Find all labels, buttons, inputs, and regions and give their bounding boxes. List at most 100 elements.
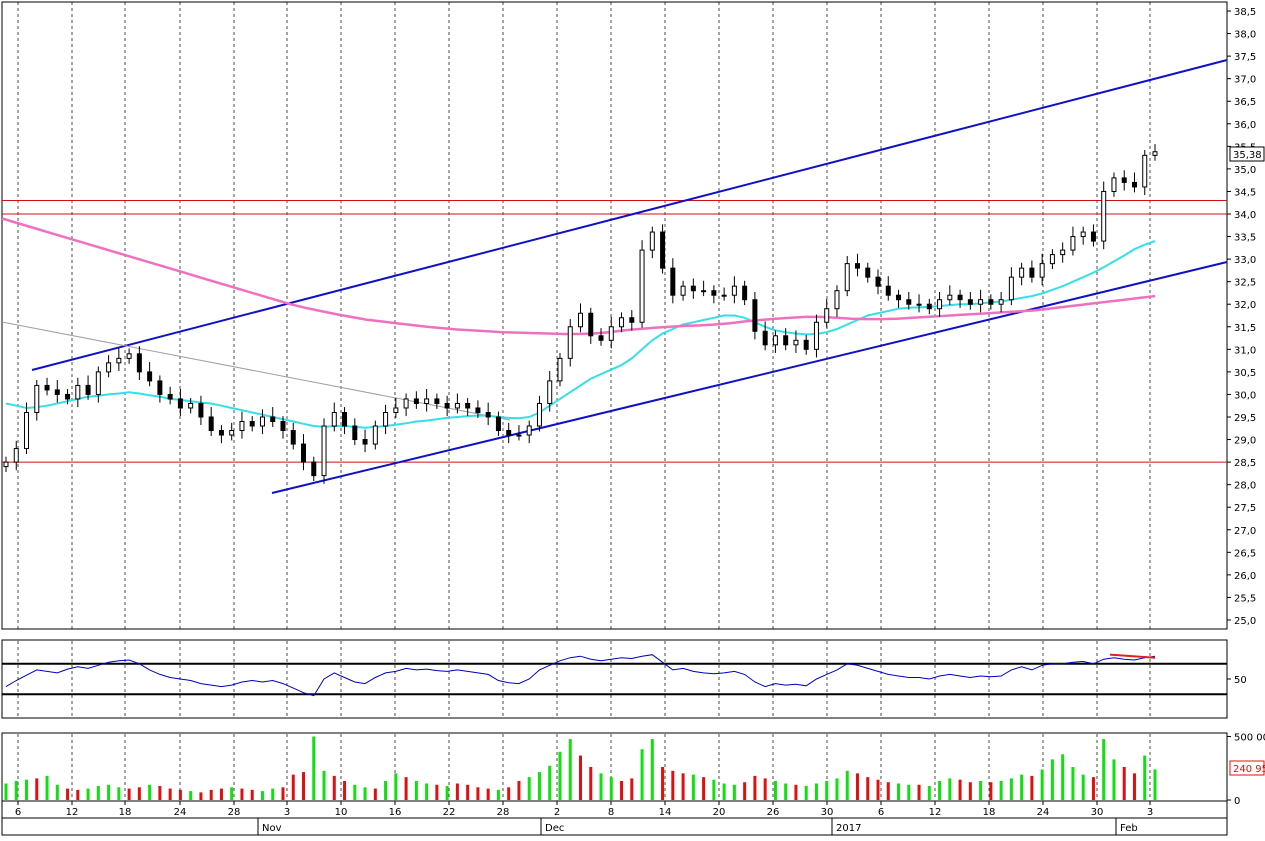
candle-body bbox=[271, 417, 275, 422]
volume-bar bbox=[46, 776, 49, 800]
candle-body bbox=[281, 422, 285, 431]
candle-body bbox=[291, 431, 295, 445]
volume-bar bbox=[138, 787, 141, 800]
volume-bar bbox=[343, 781, 346, 800]
volume-bar bbox=[128, 789, 131, 800]
day-tick-label: 18 bbox=[119, 807, 132, 818]
candle-body bbox=[117, 358, 121, 363]
candle-body bbox=[527, 426, 531, 435]
volume-bar bbox=[261, 791, 264, 800]
candle-body bbox=[425, 399, 429, 404]
candle-body bbox=[240, 422, 244, 431]
price-tick-label: 28,0 bbox=[1234, 481, 1256, 492]
volume-bar bbox=[1154, 769, 1157, 800]
day-tick-label: 12 bbox=[929, 807, 942, 818]
price-tick-label: 26,0 bbox=[1234, 571, 1256, 582]
volume-panel: 500 000 bbox=[5, 733, 1265, 807]
price-tick-label: 31,5 bbox=[1234, 323, 1256, 334]
volume-bar bbox=[107, 785, 110, 800]
channel-lower-line bbox=[272, 262, 1227, 493]
volume-bar bbox=[835, 778, 838, 800]
candle-body bbox=[958, 295, 962, 300]
month-label: Feb bbox=[1120, 823, 1138, 834]
volume-bar bbox=[692, 775, 695, 800]
candle-body bbox=[25, 412, 29, 448]
day-tick-label: 20 bbox=[713, 807, 726, 818]
channel-upper-line bbox=[32, 60, 1227, 370]
candle-body bbox=[753, 300, 757, 332]
volume-bar bbox=[682, 773, 685, 800]
candle-body bbox=[650, 232, 654, 250]
candle-body bbox=[589, 313, 593, 336]
price-tick-label: 30,0 bbox=[1234, 390, 1256, 401]
volume-bar bbox=[856, 773, 859, 800]
volume-bar bbox=[846, 771, 849, 800]
volume-bar bbox=[466, 785, 469, 800]
volume-bar bbox=[1020, 775, 1023, 800]
candle-body bbox=[230, 431, 234, 436]
candle-body bbox=[1050, 255, 1054, 264]
volume-bar bbox=[1112, 759, 1115, 800]
candle-body bbox=[445, 403, 449, 408]
candle-body bbox=[219, 431, 223, 436]
candle-body bbox=[1153, 152, 1157, 156]
price-tick-label: 28,5 bbox=[1234, 458, 1256, 469]
volume-bar bbox=[733, 785, 736, 800]
volume-bar bbox=[548, 766, 551, 800]
volume-bar bbox=[476, 787, 479, 800]
candle-body bbox=[107, 363, 111, 372]
day-tick-label: 6 bbox=[15, 807, 21, 818]
candle-body bbox=[712, 291, 716, 296]
candle-body bbox=[568, 327, 572, 359]
candle-body bbox=[599, 336, 603, 341]
price-tick-label: 36,5 bbox=[1234, 97, 1256, 108]
volume-bar bbox=[1051, 759, 1054, 800]
price-tick-label: 33,5 bbox=[1234, 233, 1256, 244]
volume-bar bbox=[394, 773, 397, 800]
oscillator-tick-label: 50 bbox=[1234, 675, 1247, 686]
day-tick-label: 8 bbox=[608, 807, 614, 818]
volume-bar bbox=[641, 749, 644, 800]
volume-bar bbox=[620, 781, 623, 800]
candle-body bbox=[732, 286, 736, 295]
day-tick-label: 14 bbox=[659, 807, 672, 818]
day-tick-label: 18 bbox=[983, 807, 996, 818]
candle-body bbox=[302, 444, 306, 462]
candle-body bbox=[322, 426, 326, 476]
candle-body bbox=[384, 412, 388, 426]
volume-bar bbox=[25, 780, 28, 800]
volume-bar bbox=[651, 739, 654, 800]
price-tick-label: 27,5 bbox=[1234, 503, 1256, 514]
volume-bar bbox=[558, 752, 561, 800]
candle-body bbox=[743, 286, 747, 300]
candle-body bbox=[794, 340, 798, 345]
candle-body bbox=[168, 394, 172, 399]
volume-bar bbox=[579, 756, 582, 800]
candle-body bbox=[332, 412, 336, 426]
price-tick-label: 35,0 bbox=[1234, 165, 1256, 176]
last-price-label: 35,38 bbox=[1233, 150, 1262, 161]
candle-body bbox=[476, 408, 480, 413]
candle-body bbox=[979, 300, 983, 305]
volume-bar bbox=[1123, 767, 1126, 800]
candle-body bbox=[148, 372, 152, 381]
volume-bar bbox=[784, 784, 787, 801]
candle-body bbox=[435, 399, 439, 404]
day-tick-label: 26 bbox=[767, 807, 780, 818]
volume-bar bbox=[1000, 781, 1003, 800]
candle-body bbox=[373, 426, 377, 444]
price-tick-label: 33,0 bbox=[1234, 255, 1256, 266]
month-label: 2017 bbox=[836, 823, 861, 834]
volume-bar bbox=[774, 781, 777, 800]
volume-bar bbox=[189, 791, 192, 800]
volume-bar bbox=[415, 781, 418, 800]
volume-bar bbox=[805, 786, 808, 800]
price-tick-label: 32,0 bbox=[1234, 300, 1256, 311]
candle-body bbox=[66, 394, 70, 399]
day-tick-label: 3 bbox=[1147, 807, 1153, 818]
volume-bar bbox=[384, 781, 387, 800]
volume-bar bbox=[199, 792, 202, 800]
volume-bar bbox=[364, 787, 367, 800]
volume-bar bbox=[661, 767, 664, 800]
